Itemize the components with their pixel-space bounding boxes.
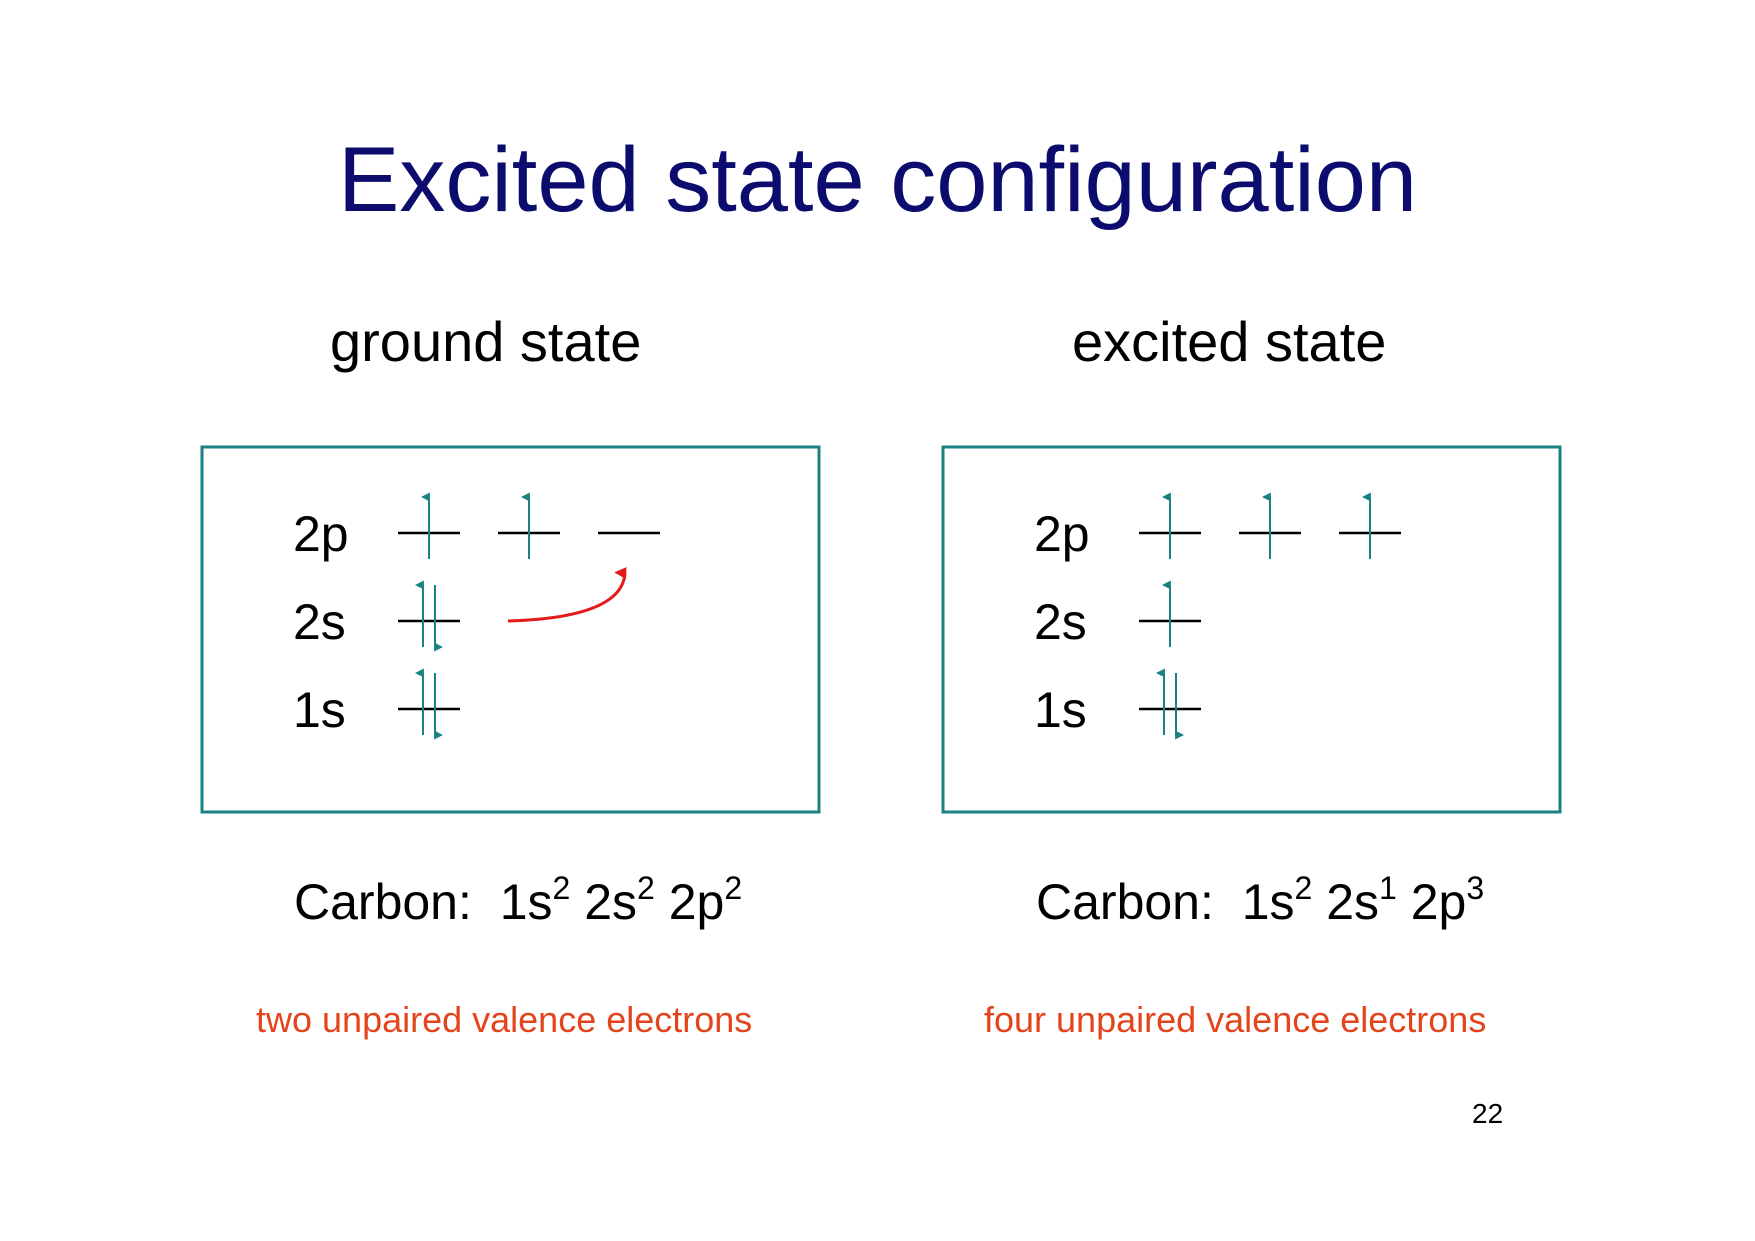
level-label-1s: 1s	[293, 682, 346, 738]
excited-state-box	[941, 445, 1562, 814]
ground-state-heading: ground state	[330, 310, 642, 373]
level-label-2p: 2p	[293, 506, 349, 562]
excited-state-note: four unpaired valence electrons	[984, 999, 1487, 1040]
ground-state-orbitals: 2p 2s 1s	[293, 492, 660, 740]
ground-state-box	[200, 445, 821, 814]
excited-state-configuration: Carbon: 1s2 2s1 2p3	[1036, 870, 1485, 938]
level-label-2p: 2p	[1034, 506, 1090, 562]
config-term-2p: 2p3	[1410, 870, 1485, 930]
page-number: 22	[1472, 1098, 1504, 1129]
excited-state-heading: excited state	[1072, 310, 1387, 373]
config-term-1s: 1s2	[1241, 870, 1313, 930]
config-term-2s: 2s2	[584, 870, 655, 930]
config-element: Carbon:	[1036, 874, 1214, 930]
slide-title: Excited state configuration	[337, 129, 1418, 231]
config-term-2p: 2p2	[668, 870, 743, 930]
excited-state-orbitals: 2p 2s 1s	[1034, 492, 1401, 740]
config-term-2s: 2s1	[1326, 870, 1397, 930]
level-label-2s: 2s	[293, 594, 346, 650]
ground-state-note: two unpaired valence electrons	[256, 999, 753, 1040]
config-element: Carbon:	[294, 874, 472, 930]
ground-state-configuration: Carbon: 1s2 2s2 2p2	[294, 870, 743, 938]
level-label-2s: 2s	[1034, 594, 1087, 650]
config-term-1s: 1s2	[499, 870, 571, 930]
level-label-1s: 1s	[1034, 682, 1087, 738]
electron-promotion-arrow	[507, 567, 627, 623]
